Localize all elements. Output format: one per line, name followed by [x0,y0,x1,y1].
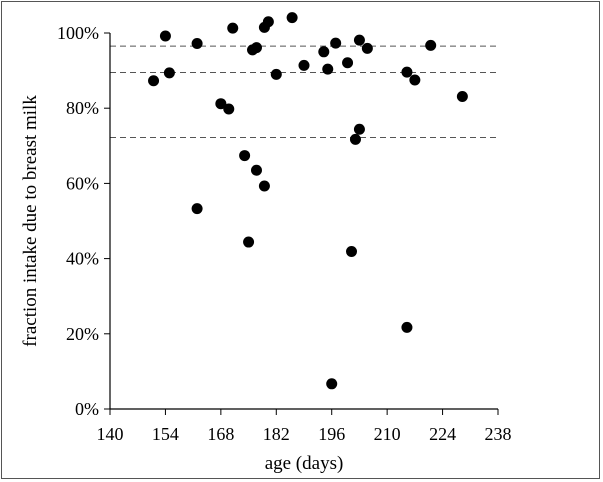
data-point [191,203,203,215]
y-tick-label: 100% [57,23,99,43]
data-point [401,321,413,333]
y-axis-title: fraction intake due to breast milk [20,95,41,347]
x-tick-label: 196 [318,424,345,444]
data-point [409,74,421,86]
data-point [159,30,171,42]
data-point [286,12,298,24]
y-tick-label: 0% [75,399,99,419]
x-tick-label: 154 [152,424,179,444]
x-tick-label: 182 [263,424,290,444]
x-axis-title: age (days) [265,453,344,474]
data-point [401,66,413,78]
x-tick-label: 210 [374,424,401,444]
data-point [425,39,437,51]
data-points [148,12,468,390]
y-axis-ticks: 0% 20% 40% 60% 80% 100% [57,23,110,419]
y-tick-label: 80% [66,98,99,118]
data-point [342,57,354,69]
data-point [361,42,373,54]
data-point [223,103,235,115]
data-point [326,378,338,390]
data-point [353,123,365,135]
data-point [456,91,468,103]
y-tick-label: 40% [66,249,99,269]
x-tick-label: 224 [429,424,456,444]
axes [109,33,498,410]
data-point [243,236,255,248]
data-point [258,180,270,192]
data-point [262,16,274,28]
data-point [227,22,239,34]
data-point [346,245,358,257]
data-point [163,67,175,79]
data-point [298,59,310,71]
data-point [270,68,282,80]
data-point [349,133,361,145]
x-tick-label: 140 [97,424,124,444]
data-point [353,34,365,46]
data-point [250,42,262,54]
data-point [322,63,334,75]
data-point [250,164,262,176]
data-point [318,46,330,58]
x-tick-label: 168 [207,424,234,444]
data-point [191,38,203,50]
y-tick-label: 60% [66,173,99,193]
x-tick-label: 238 [485,424,512,444]
data-point [330,37,342,49]
data-point [239,150,251,162]
x-axis-ticks: 140 154 168 182 196 210 224 238 [97,409,512,444]
data-point [148,75,160,87]
y-tick-label: 20% [66,324,99,344]
data-point [215,98,227,110]
